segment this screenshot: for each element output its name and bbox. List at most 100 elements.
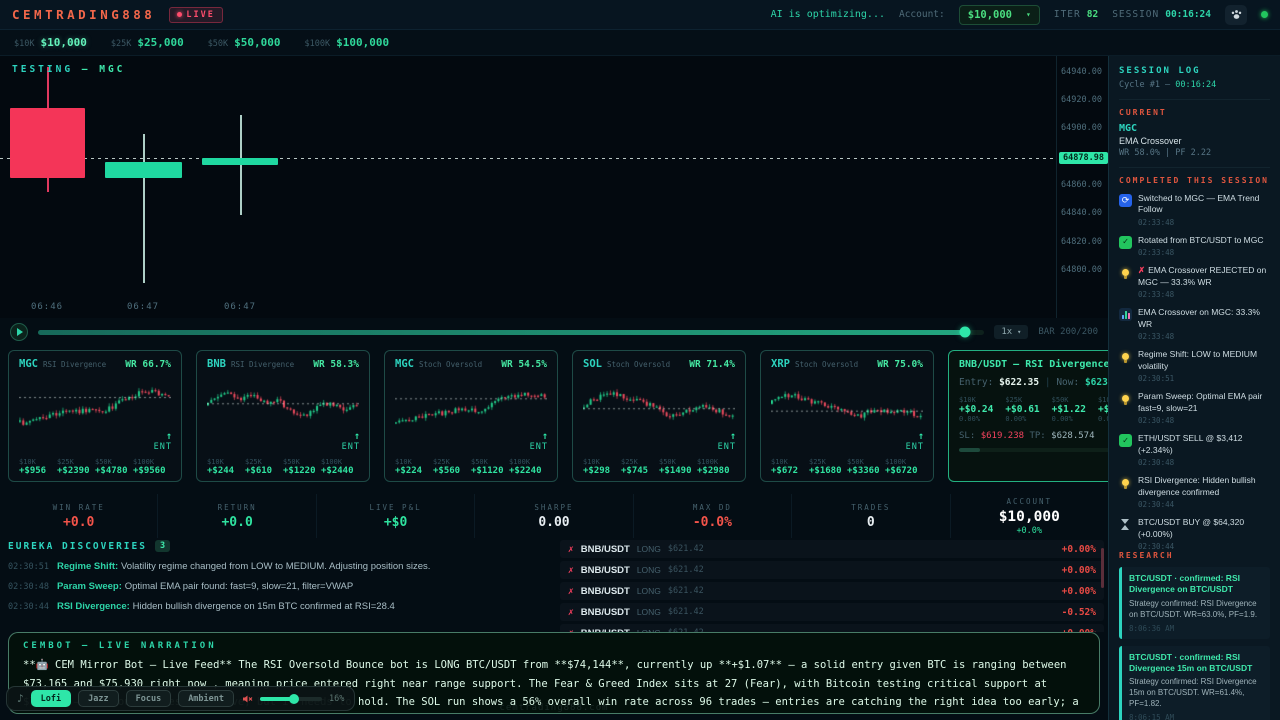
loss-x-icon: ✗ [568, 543, 574, 555]
current-section-title: CURRENT [1119, 108, 1167, 117]
bulb-icon [1119, 350, 1132, 364]
session-sidebar: SESSION LOG Cycle #1 — 00:16:24 CURRENT … [1108, 56, 1280, 720]
speed-select[interactable]: 1x ▾ [994, 325, 1029, 339]
log-item: Param Sweep: Optimal EMA pair fast=9, sl… [1119, 391, 1270, 425]
account-option-100k[interactable]: $100K $100,000 [304, 36, 390, 49]
eureka-item: 02:30:51 Regime Shift: Volatility regime … [8, 561, 431, 572]
up-arrow-icon: ↑ [165, 430, 172, 442]
genre-button-ambient[interactable]: Ambient [178, 690, 235, 707]
strategy-card-mgc-rsi[interactable]: MGC RSI Divergence WR 66.7% ↑ ENT $10K +$956… [8, 350, 182, 482]
account-size-value: $10,000 [967, 8, 1013, 21]
loss-x-icon: ✗ [568, 606, 574, 618]
chart-price-axis: 64940.00 64920.00 64900.00 64860.00 64840.00… [1056, 56, 1108, 318]
live-badge: LIVE [169, 6, 223, 23]
divider [1119, 99, 1270, 100]
winrate-badge: WR 75.0% [877, 359, 923, 370]
up-arrow-icon: ↑ [917, 430, 924, 442]
account-option-25k[interactable]: $25K $25,000 [110, 36, 184, 49]
mute-button[interactable] [241, 693, 253, 705]
entry-marker: ↑ ENT [341, 430, 360, 452]
check-icon: ✓ [1119, 235, 1132, 249]
speaker-muted-icon [243, 695, 253, 702]
check-icon: ✓ [1119, 434, 1132, 448]
current-strategy: EMA Crossover [1119, 136, 1182, 146]
stat-sharpe: SHARPE 0.00 [474, 494, 632, 538]
strategy-card-sol-stoch[interactable]: SOL Stoch Oversold WR 71.4% ↑ ENT $10K +$298… [572, 350, 746, 482]
stat-max-dd: MAX DD -0.0% [632, 494, 791, 538]
play-button[interactable] [10, 323, 28, 341]
genre-button-lofi[interactable]: Lofi [30, 690, 72, 707]
strategy-card-xrp-stoch[interactable]: XRP Stoch Oversold WR 75.0% ↑ ENT $10K +$672… [760, 350, 934, 482]
eureka-item: 02:30:44 RSI Divergence: Hidden bullish d… [8, 601, 395, 612]
position-progress-bar [959, 448, 1108, 452]
strategy-card-mgc-stoch[interactable]: MGC Stoch Oversold WR 54.5% ↑ ENT $10K +$224… [384, 350, 558, 482]
live-label: LIVE [186, 9, 215, 20]
volume-thumb[interactable] [289, 693, 300, 704]
stat-live-pnl: LIVE P&L +$0 [315, 494, 474, 538]
x-axis-time-label: 06:47 [126, 302, 160, 312]
eureka-count-badge: 3 [154, 540, 171, 552]
bulb-icon [1119, 392, 1132, 406]
completed-section-title: COMPLETED THIS SESSION [1119, 176, 1269, 185]
up-arrow-icon: ↑ [353, 430, 360, 442]
cycle-counter: Cycle #1 — 00:16:24 [1119, 80, 1217, 90]
account-option-10k[interactable]: $10K $10,000 [14, 36, 87, 49]
trades-list: ✗ BNB/USDT LONG $621.42 +0.00% ✗ BNB/USDT LONG… [560, 540, 1104, 632]
spark-chart [583, 374, 735, 436]
up-arrow-icon: ↑ [541, 430, 548, 442]
chart-plot-area: 06:46 06:47 06:47 [0, 56, 1056, 318]
loss-x-icon: ✗ [568, 585, 574, 597]
eureka-item: 02:30:48 Param Sweep: Optimal EMA pair fo… [8, 581, 354, 592]
stat-account: ACCOUNT $10,000 +0.0% [949, 494, 1108, 538]
y-axis-tick: 64800.00 [1061, 264, 1102, 275]
account-size-bar: $10K $10,000 $25K $25,000 $50K $50,000 $… [0, 30, 1280, 56]
live-position-panel[interactable]: BNB/USDT — RSI Divergence Entry: $622.35… [948, 350, 1108, 482]
paw-button[interactable] [1225, 4, 1247, 25]
account-label: Account: [898, 9, 945, 20]
entry-marker: ↑ ENT [717, 430, 736, 452]
bulb-icon [1119, 266, 1132, 280]
trade-row: ✗ BNB/USDT LONG $621.42 -0.52% [560, 603, 1104, 621]
paw-icon [1231, 10, 1241, 19]
playback-progress-slider[interactable] [38, 326, 985, 338]
research-section-title: RESEARCH [1119, 550, 1174, 560]
account-size-select[interactable]: $10,000 ▾ [958, 4, 1040, 25]
ai-status-text: AI is optimizing... [770, 9, 885, 20]
winrate-badge: WR 54.5% [501, 359, 547, 370]
trades-scrollbar[interactable] [1101, 548, 1104, 588]
playback-slider-thumb[interactable] [959, 326, 971, 338]
chevron-down-icon: ▾ [1026, 10, 1031, 19]
main-candle-chart: 06:46 06:47 06:47 64940.00 64920.00 64900.00… [0, 56, 1108, 318]
y-axis-tick: 64840.00 [1061, 208, 1102, 219]
strategy-card-bnb-rsi[interactable]: BNB RSI Divergence WR 58.3% ↑ ENT $10K +$244… [196, 350, 370, 482]
iteration-counter: ITER 82 [1053, 9, 1099, 20]
genre-button-jazz[interactable]: Jazz [78, 690, 119, 707]
loss-x-icon: ✗ [568, 628, 574, 633]
session-log-title: SESSION LOG [1119, 66, 1201, 76]
volume-slider[interactable] [260, 693, 323, 704]
stats-row: WIN RATE +0.0 RETURN +0.0 LIVE P&L +$0 SHAR… [0, 494, 1108, 538]
music-player: ♪ Lofi Jazz Focus Ambient 16% [6, 686, 356, 711]
live-dot-icon [177, 12, 183, 17]
account-option-50k[interactable]: $50K $50,000 [207, 36, 281, 49]
music-note-icon: ♪ [17, 692, 24, 705]
log-item: RSI Divergence: Hidden bullish divergenc… [1119, 475, 1270, 509]
spark-chart [771, 374, 923, 436]
stat-win-rate: WIN RATE +0.0 [52, 502, 105, 530]
volume-fill [260, 696, 295, 701]
playback-progress-fill [38, 329, 966, 335]
log-item: ✓ Rotated from BTC/USDT to MGC 02:33:48 [1119, 235, 1270, 257]
log-item: EMA Crossover on MGC: 33.3% WR 02:33:48 [1119, 307, 1270, 341]
candle-body [104, 162, 182, 178]
refresh-icon: ⟳ [1119, 194, 1132, 207]
winrate-badge: WR 58.3% [313, 359, 359, 370]
bar-counter: BAR 200/200 [1038, 327, 1098, 337]
top-header: CEMTRADING888 LIVE AI is optimizing... A… [0, 0, 1280, 30]
x-axis-time-label: 06:47 [223, 302, 257, 312]
y-axis-tick: 64820.00 [1061, 236, 1102, 247]
log-item: ✗ EMA Crossover REJECTED on MGC — 33.3% W… [1119, 265, 1270, 299]
volume-label: 16% [329, 693, 345, 704]
genre-button-focus[interactable]: Focus [125, 690, 172, 707]
y-axis-tick: 64940.00 [1061, 66, 1102, 77]
